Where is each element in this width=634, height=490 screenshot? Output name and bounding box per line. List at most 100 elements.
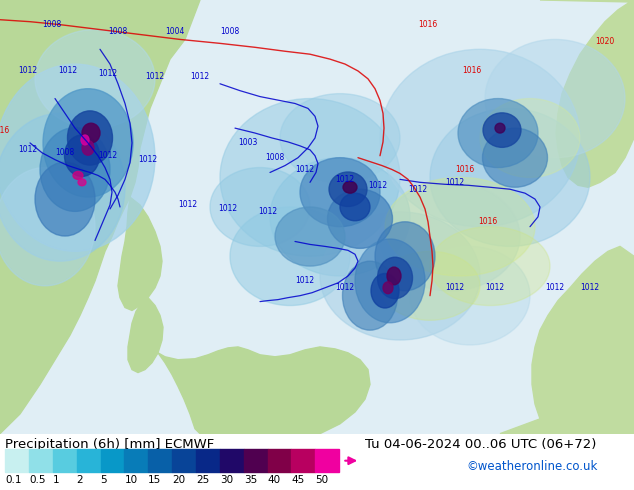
Ellipse shape: [329, 172, 367, 206]
Ellipse shape: [458, 98, 538, 168]
Ellipse shape: [73, 172, 83, 179]
Text: 1008: 1008: [55, 148, 75, 157]
Text: 1003: 1003: [238, 138, 257, 147]
Polygon shape: [500, 246, 634, 434]
Text: 15: 15: [148, 475, 162, 485]
Ellipse shape: [355, 239, 425, 323]
Text: 1016: 1016: [418, 20, 437, 29]
Text: 1016: 1016: [462, 67, 482, 75]
Ellipse shape: [410, 246, 530, 345]
Text: 1012: 1012: [18, 67, 37, 75]
Ellipse shape: [430, 108, 590, 246]
Text: 1012: 1012: [486, 283, 505, 293]
Ellipse shape: [482, 128, 548, 187]
Text: 30: 30: [220, 475, 233, 485]
Bar: [77, 449, 101, 472]
Text: 5: 5: [101, 475, 107, 485]
Ellipse shape: [371, 273, 399, 308]
Ellipse shape: [270, 158, 410, 276]
Text: 1012: 1012: [408, 185, 427, 194]
Ellipse shape: [280, 94, 400, 182]
Text: 1004: 1004: [165, 27, 184, 36]
Ellipse shape: [0, 113, 125, 261]
Text: 1012: 1012: [295, 276, 314, 285]
Text: 1016: 1016: [455, 165, 475, 174]
Ellipse shape: [230, 207, 350, 306]
Ellipse shape: [380, 251, 480, 320]
Text: 1008: 1008: [42, 20, 61, 29]
Polygon shape: [118, 197, 162, 311]
Bar: [220, 449, 243, 472]
Bar: [196, 449, 220, 472]
Text: 1012: 1012: [58, 67, 77, 75]
Text: 1008: 1008: [266, 153, 285, 162]
Text: 1008: 1008: [221, 27, 240, 36]
Text: 20: 20: [172, 475, 185, 485]
Ellipse shape: [495, 123, 505, 133]
Ellipse shape: [65, 135, 100, 176]
Polygon shape: [0, 0, 200, 434]
Ellipse shape: [385, 177, 535, 276]
Ellipse shape: [342, 261, 398, 330]
Text: 40: 40: [268, 475, 281, 485]
Bar: [101, 449, 124, 472]
Ellipse shape: [383, 282, 393, 294]
Text: 1012: 1012: [545, 283, 564, 293]
Text: 1012: 1012: [335, 283, 354, 293]
Text: 1012: 1012: [138, 155, 158, 164]
Ellipse shape: [320, 212, 480, 340]
Polygon shape: [158, 347, 370, 434]
Text: 1012: 1012: [295, 165, 314, 174]
Ellipse shape: [300, 158, 380, 227]
Ellipse shape: [328, 189, 392, 248]
Ellipse shape: [430, 227, 550, 306]
Text: 1012: 1012: [446, 283, 465, 293]
Ellipse shape: [343, 181, 357, 193]
Ellipse shape: [375, 222, 435, 291]
Ellipse shape: [35, 162, 95, 236]
Bar: [315, 449, 339, 472]
Ellipse shape: [387, 267, 401, 285]
Ellipse shape: [275, 207, 345, 266]
Text: 1016: 1016: [0, 125, 10, 135]
Ellipse shape: [0, 168, 95, 286]
Text: 1016: 1016: [479, 217, 498, 226]
Bar: [148, 449, 172, 472]
Text: 1012: 1012: [335, 175, 354, 184]
Text: 1012: 1012: [219, 204, 238, 214]
Ellipse shape: [43, 89, 133, 197]
Text: 1020: 1020: [595, 37, 614, 46]
Ellipse shape: [380, 49, 580, 227]
Ellipse shape: [220, 98, 400, 256]
Ellipse shape: [485, 39, 625, 158]
Text: 1012: 1012: [446, 178, 465, 187]
Ellipse shape: [377, 257, 413, 298]
Bar: [29, 449, 53, 472]
Bar: [243, 449, 268, 472]
Ellipse shape: [82, 123, 100, 143]
Ellipse shape: [81, 135, 89, 145]
Ellipse shape: [210, 168, 310, 246]
Text: Precipitation (6h) [mm] ECMWF: Precipitation (6h) [mm] ECMWF: [5, 438, 214, 451]
Polygon shape: [540, 0, 634, 187]
Text: 1012: 1012: [18, 146, 37, 154]
Polygon shape: [128, 297, 163, 372]
Bar: [53, 449, 77, 472]
Text: 50: 50: [315, 475, 328, 485]
Text: Tu 04-06-2024 00..06 UTC (06+72): Tu 04-06-2024 00..06 UTC (06+72): [365, 438, 596, 451]
Text: 0.5: 0.5: [29, 475, 46, 485]
Bar: [268, 449, 292, 472]
Bar: [5, 449, 29, 472]
Ellipse shape: [340, 193, 370, 221]
Text: 1012: 1012: [581, 283, 600, 293]
Bar: [124, 449, 148, 472]
Text: 35: 35: [243, 475, 257, 485]
Text: 0.1: 0.1: [5, 475, 22, 485]
Text: 1012: 1012: [259, 207, 278, 217]
Ellipse shape: [483, 113, 521, 147]
Ellipse shape: [67, 111, 112, 165]
Ellipse shape: [0, 64, 155, 251]
Text: 1012: 1012: [98, 70, 117, 78]
Text: 1: 1: [53, 475, 60, 485]
Text: 1012: 1012: [190, 73, 210, 81]
